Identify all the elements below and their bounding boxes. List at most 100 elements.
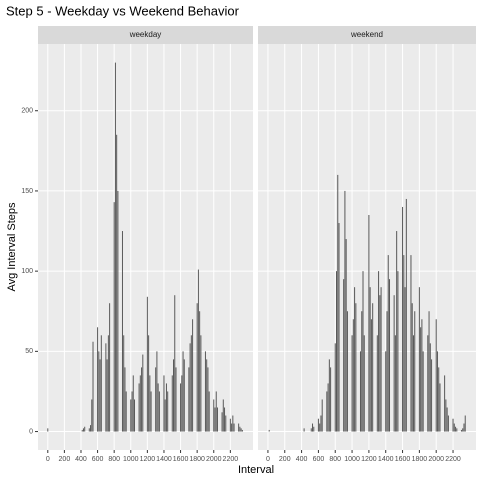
strip-background [38, 26, 253, 44]
bar [362, 271, 364, 432]
bar [240, 428, 242, 432]
bar [221, 412, 223, 432]
x-tick-label: 1600 [395, 456, 411, 463]
x-tick-label: 1800 [189, 456, 205, 463]
bar [239, 426, 241, 432]
panel-background [38, 44, 253, 450]
bar [196, 303, 198, 432]
bar [370, 319, 372, 432]
bar [157, 383, 159, 432]
x-tick-label: 1800 [412, 456, 428, 463]
x-tick-label: 2000 [428, 456, 444, 463]
strip-background [258, 26, 476, 44]
bar [146, 296, 148, 432]
bar [387, 255, 389, 432]
bar [368, 214, 370, 432]
bar [150, 391, 152, 432]
bar [181, 375, 183, 432]
x-tick-label: 2200 [445, 456, 461, 463]
bar [182, 351, 184, 432]
bar [238, 423, 240, 432]
x-tick-label: 2200 [223, 456, 239, 463]
bar [183, 359, 185, 432]
bar [456, 428, 458, 432]
x-tick-label: 1600 [173, 456, 189, 463]
bar [463, 423, 465, 432]
bar [131, 391, 133, 432]
bar [142, 354, 144, 432]
bar [165, 383, 167, 432]
bar [404, 287, 406, 432]
strip-label: weekday [129, 30, 162, 39]
bar [393, 295, 395, 432]
bar [114, 62, 116, 432]
bar [321, 399, 323, 432]
bar [335, 271, 338, 432]
bar [109, 303, 111, 432]
bar [453, 423, 455, 432]
bar [123, 335, 125, 432]
panel-background [258, 44, 476, 450]
bar [225, 415, 227, 432]
bar [420, 327, 422, 432]
bar [97, 327, 99, 432]
bar [376, 335, 378, 432]
bar [173, 359, 175, 432]
bar [134, 399, 136, 432]
bar [199, 311, 201, 432]
bar [206, 359, 208, 432]
bar [107, 335, 109, 432]
bar [106, 359, 108, 432]
bar [352, 319, 354, 432]
bar [343, 279, 345, 432]
x-tick-label: 1000 [123, 456, 139, 463]
bar [379, 295, 381, 432]
bar [125, 391, 127, 432]
x-axis-title: Interval [238, 464, 274, 476]
bar [167, 391, 169, 432]
bar [351, 335, 353, 432]
chart-title: Step 5 - Weekday vs Weekend Behavior [6, 3, 240, 18]
x-tick-label: 800 [108, 456, 120, 463]
bar [105, 343, 107, 432]
x-tick-label: 1400 [378, 456, 394, 463]
bar [320, 415, 322, 432]
bar [100, 335, 102, 432]
bar [345, 239, 347, 432]
bar [355, 303, 357, 432]
y-axis-title: Avg Interval Steps [6, 202, 18, 292]
bar [436, 351, 438, 432]
bar [405, 198, 407, 432]
y-tick-label: 50 [25, 348, 33, 355]
bar [337, 174, 339, 432]
bar [421, 319, 423, 432]
bar [418, 287, 420, 432]
bar [319, 423, 321, 432]
bar [174, 295, 176, 432]
bar [47, 428, 49, 432]
x-tick-label: 200 [279, 456, 291, 463]
bar [317, 418, 319, 432]
bar [231, 423, 233, 432]
bar [204, 351, 206, 432]
bar [141, 367, 143, 432]
x-tick-label: 0 [266, 456, 270, 463]
bar [192, 319, 194, 432]
bar [455, 426, 457, 432]
bar [149, 375, 151, 432]
bar [117, 190, 119, 432]
bar [410, 255, 412, 432]
bar [99, 359, 101, 432]
bar [215, 391, 217, 432]
x-tick-label: 600 [92, 456, 104, 463]
bar [402, 206, 404, 432]
bar [389, 279, 391, 432]
x-tick-label: 2000 [206, 456, 222, 463]
bar [354, 287, 356, 432]
bar [422, 351, 424, 432]
bar [84, 426, 86, 432]
bar [208, 391, 210, 432]
bar [116, 134, 118, 432]
x-tick-label: 1200 [140, 456, 156, 463]
bar [155, 367, 157, 432]
